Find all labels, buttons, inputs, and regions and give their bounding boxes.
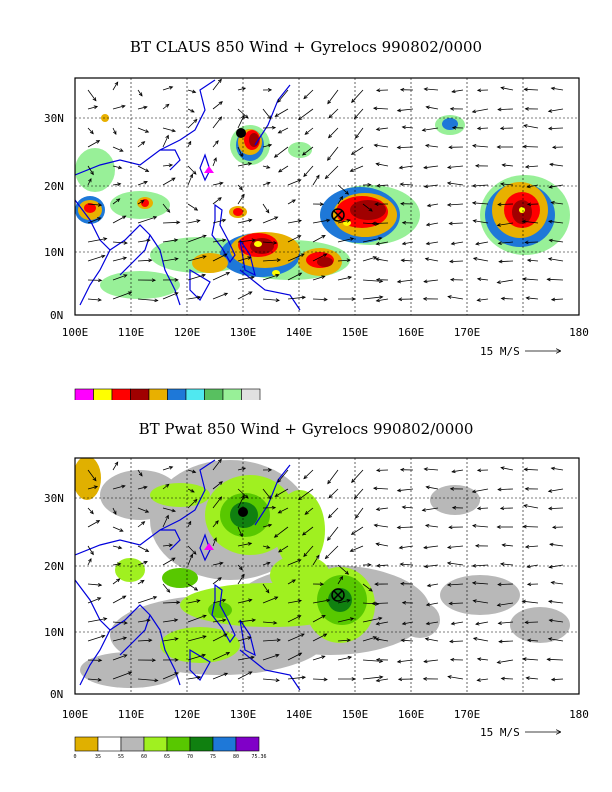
cloud-fields xyxy=(75,114,570,299)
lon-axis: 100E 110E 120E 130E 140E 150E 160E 170E … xyxy=(62,708,589,721)
colorbar-swatch xyxy=(167,388,187,400)
lat-label: 20N xyxy=(44,180,64,193)
map-frame xyxy=(74,77,580,316)
colorbar-swatch xyxy=(189,736,214,752)
lon-label: 170E xyxy=(454,326,481,339)
wind-vectors xyxy=(87,458,564,683)
lon-label: 140E xyxy=(286,708,313,721)
lat-label: 10N xyxy=(44,626,64,639)
lat-axis: 30N 20N 10N 0N xyxy=(44,112,64,322)
colorbar-swatch xyxy=(74,736,99,752)
coastlines xyxy=(75,79,301,311)
colorbar-swatch xyxy=(148,388,168,400)
colorbar-swatch xyxy=(235,736,260,752)
lon-label: 130E xyxy=(230,326,257,339)
lon-label: 160E xyxy=(398,326,425,339)
panel1-title: BT CLAUS 850 Wind + Gyrelocs 990802/0000 xyxy=(129,38,483,56)
colorbar-swatch xyxy=(212,736,237,752)
colorbar-swatch xyxy=(97,736,122,752)
colorbar-swatch xyxy=(130,388,150,400)
gyre-markers xyxy=(204,507,345,602)
lon-label: 100E xyxy=(62,708,89,721)
colorbar-tick-label: 70 xyxy=(187,754,193,760)
lat-label: 0N xyxy=(50,309,63,322)
colorbar-tick-label: 75.36 xyxy=(251,754,266,760)
storm-marker xyxy=(238,507,248,517)
colorbar xyxy=(74,388,261,400)
colorbar-tick-label: 80 xyxy=(233,754,239,760)
lat-label: 30N xyxy=(44,492,64,505)
gyre-marker xyxy=(331,588,345,602)
lon-label: 130E xyxy=(230,708,257,721)
coastlines xyxy=(75,459,301,691)
lat-label: 20N xyxy=(44,560,64,573)
colorbar-swatch xyxy=(204,388,224,400)
lon-label: 150E xyxy=(342,326,369,339)
lat-label: 30N xyxy=(44,112,64,125)
colorbar-tick-label: 75 xyxy=(210,754,216,760)
colorbar-swatch xyxy=(120,736,145,752)
colorbar-tick-label: 0 xyxy=(73,754,76,760)
lon-axis: 100E 110E 120E 130E 140E 150E 160E 170E … xyxy=(62,326,589,339)
panel2-map: 30N 20N 10N 0N 100E 110E 120E 130E 140E … xyxy=(44,457,589,760)
colorbar-swatch xyxy=(111,388,131,400)
lon-label: 150E xyxy=(342,708,369,721)
panel2-title: BT Pwat 850 Wind + Gyrelocs 990802/0000 xyxy=(138,420,474,438)
colorbar-swatch xyxy=(166,736,191,752)
lat-axis: 30N 20N 10N 0N xyxy=(44,492,64,701)
colorbar-swatch xyxy=(143,736,168,752)
map-frame xyxy=(74,457,580,695)
panel1-map: 30N 20N 10N 0N 100E 110E 120E 130E 140E … xyxy=(44,77,589,400)
lon-label: 110E xyxy=(118,708,145,721)
lon-label: 170E xyxy=(454,708,481,721)
colorbar xyxy=(74,736,260,752)
lon-label: 120E xyxy=(174,326,201,339)
colorbar-swatch xyxy=(93,388,113,400)
colorbar-swatch xyxy=(185,388,205,400)
gyre-markers xyxy=(204,128,345,222)
lat-label: 0N xyxy=(50,688,63,701)
wind-vectors xyxy=(87,78,564,303)
colorbar-swatch xyxy=(222,388,242,400)
lon-label: 110E xyxy=(118,326,145,339)
colorbar-tick-label: 60 xyxy=(141,754,147,760)
colorbar-swatch xyxy=(241,388,261,400)
storm-marker xyxy=(236,128,246,138)
triangle-marker xyxy=(204,166,214,173)
lon-label: 180 xyxy=(569,326,589,339)
lat-label: 10N xyxy=(44,246,64,259)
lon-label: 100E xyxy=(62,326,89,339)
lon-label: 120E xyxy=(174,708,201,721)
lon-label: 180 xyxy=(569,708,589,721)
lon-label: 160E xyxy=(398,708,425,721)
gyre-marker xyxy=(331,208,345,222)
lon-label: 140E xyxy=(286,326,313,339)
colorbar-labels: 0 35 55 60 65 70 75 80 75.36 xyxy=(73,754,266,760)
colorbar-tick-label: 65 xyxy=(164,754,170,760)
vector-reference-label: 15 M/S xyxy=(480,726,520,739)
grid-lines xyxy=(75,78,579,315)
vector-reference-label: 15 M/S xyxy=(480,345,520,358)
pwat-fields xyxy=(75,458,570,688)
colorbar-tick-label: 55 xyxy=(118,754,124,760)
colorbar-tick-label: 35 xyxy=(95,754,101,760)
triangle-marker xyxy=(204,543,214,550)
colorbar-swatch xyxy=(74,388,94,400)
